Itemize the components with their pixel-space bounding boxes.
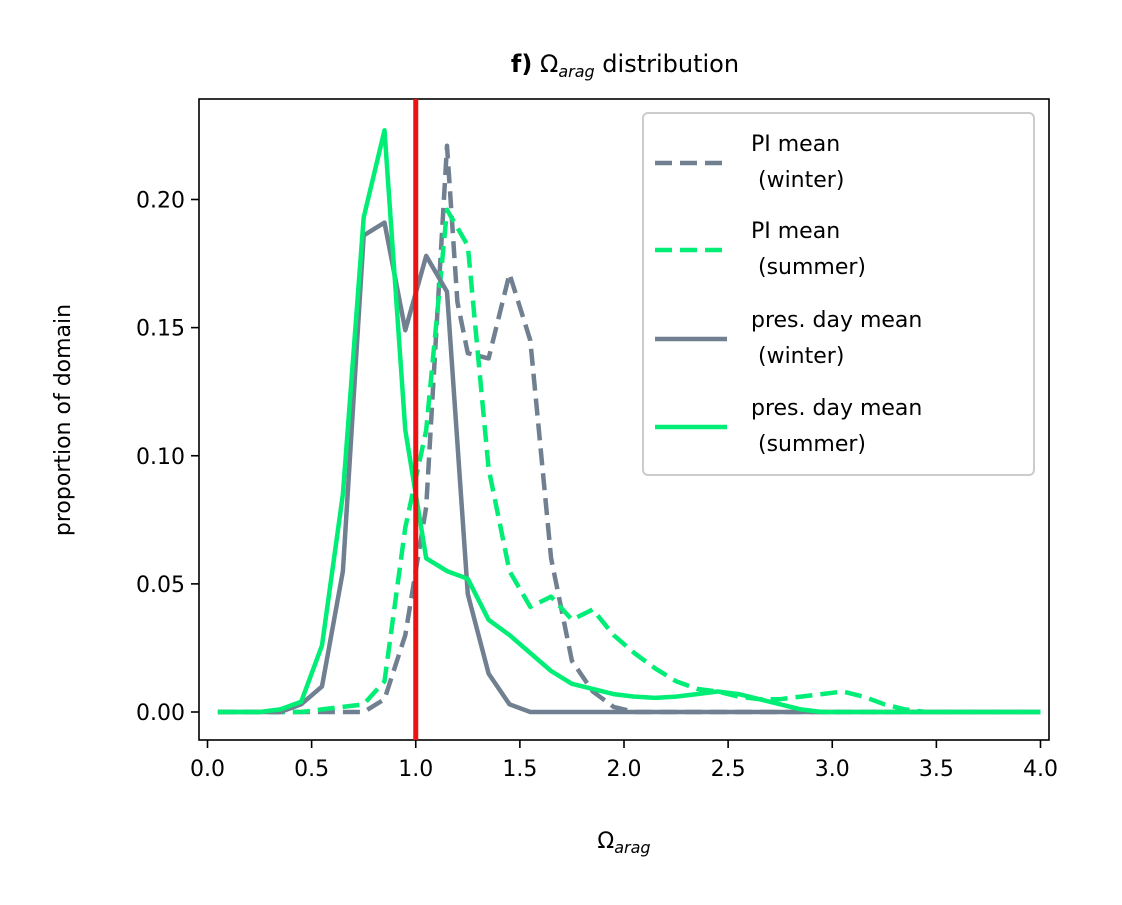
legend-label-1: PI mean (summer) — [751, 219, 866, 280]
x-tick-label: 3.0 — [815, 757, 850, 782]
y-tick-label: 0.05 — [136, 573, 185, 598]
legend-label-2: pres. day mean (winter) — [751, 308, 922, 369]
x-tick-label: 1.5 — [502, 757, 537, 782]
x-tick-label: 2.0 — [607, 757, 642, 782]
title-rest: distribution — [595, 50, 739, 78]
legend-box — [642, 112, 1035, 476]
x-tick-label: 0.5 — [294, 757, 329, 782]
series-line-1 — [217, 207, 1041, 715]
x-tick-label: 0.0 — [190, 757, 225, 782]
title-subscript: arag — [558, 62, 594, 81]
title-symbol: Ω — [540, 50, 558, 78]
x-tick-label: 4.0 — [1023, 757, 1058, 782]
y-axis: 0.00 0.05 0.10 0.15 0.20 — [136, 189, 199, 726]
series-line-2 — [217, 220, 1041, 715]
title-panel: f) — [511, 50, 532, 78]
xlabel-subscript: arag — [614, 838, 650, 857]
legend-label-3: pres. day mean (summer) — [751, 396, 922, 457]
series-layer — [217, 99, 1041, 740]
y-tick-label: 0.15 — [136, 317, 185, 342]
x-tick-label: 1.0 — [398, 757, 433, 782]
y-tick-label: 0.00 — [136, 701, 185, 726]
series-line-3 — [217, 128, 1041, 715]
y-axis-label: proportion of domain — [51, 304, 76, 536]
x-axis-label: Ωarag — [597, 829, 650, 857]
x-axis: 0.0 0.5 1.0 1.5 2.0 2.5 3.0 3.5 4.0 — [190, 740, 1058, 782]
chart-title: f) Ωarag distribution — [511, 50, 739, 81]
xlabel-symbol: Ω — [597, 829, 614, 854]
x-tick-label: 3.5 — [919, 757, 954, 782]
y-tick-label: 0.10 — [136, 445, 185, 470]
legend-label-0: PI mean (winter) — [751, 132, 844, 193]
legend: PI mean (winter) PI mean (summer) pres. da… — [642, 112, 1035, 476]
x-tick-label: 2.5 — [711, 757, 746, 782]
y-tick-label: 0.20 — [136, 189, 185, 214]
